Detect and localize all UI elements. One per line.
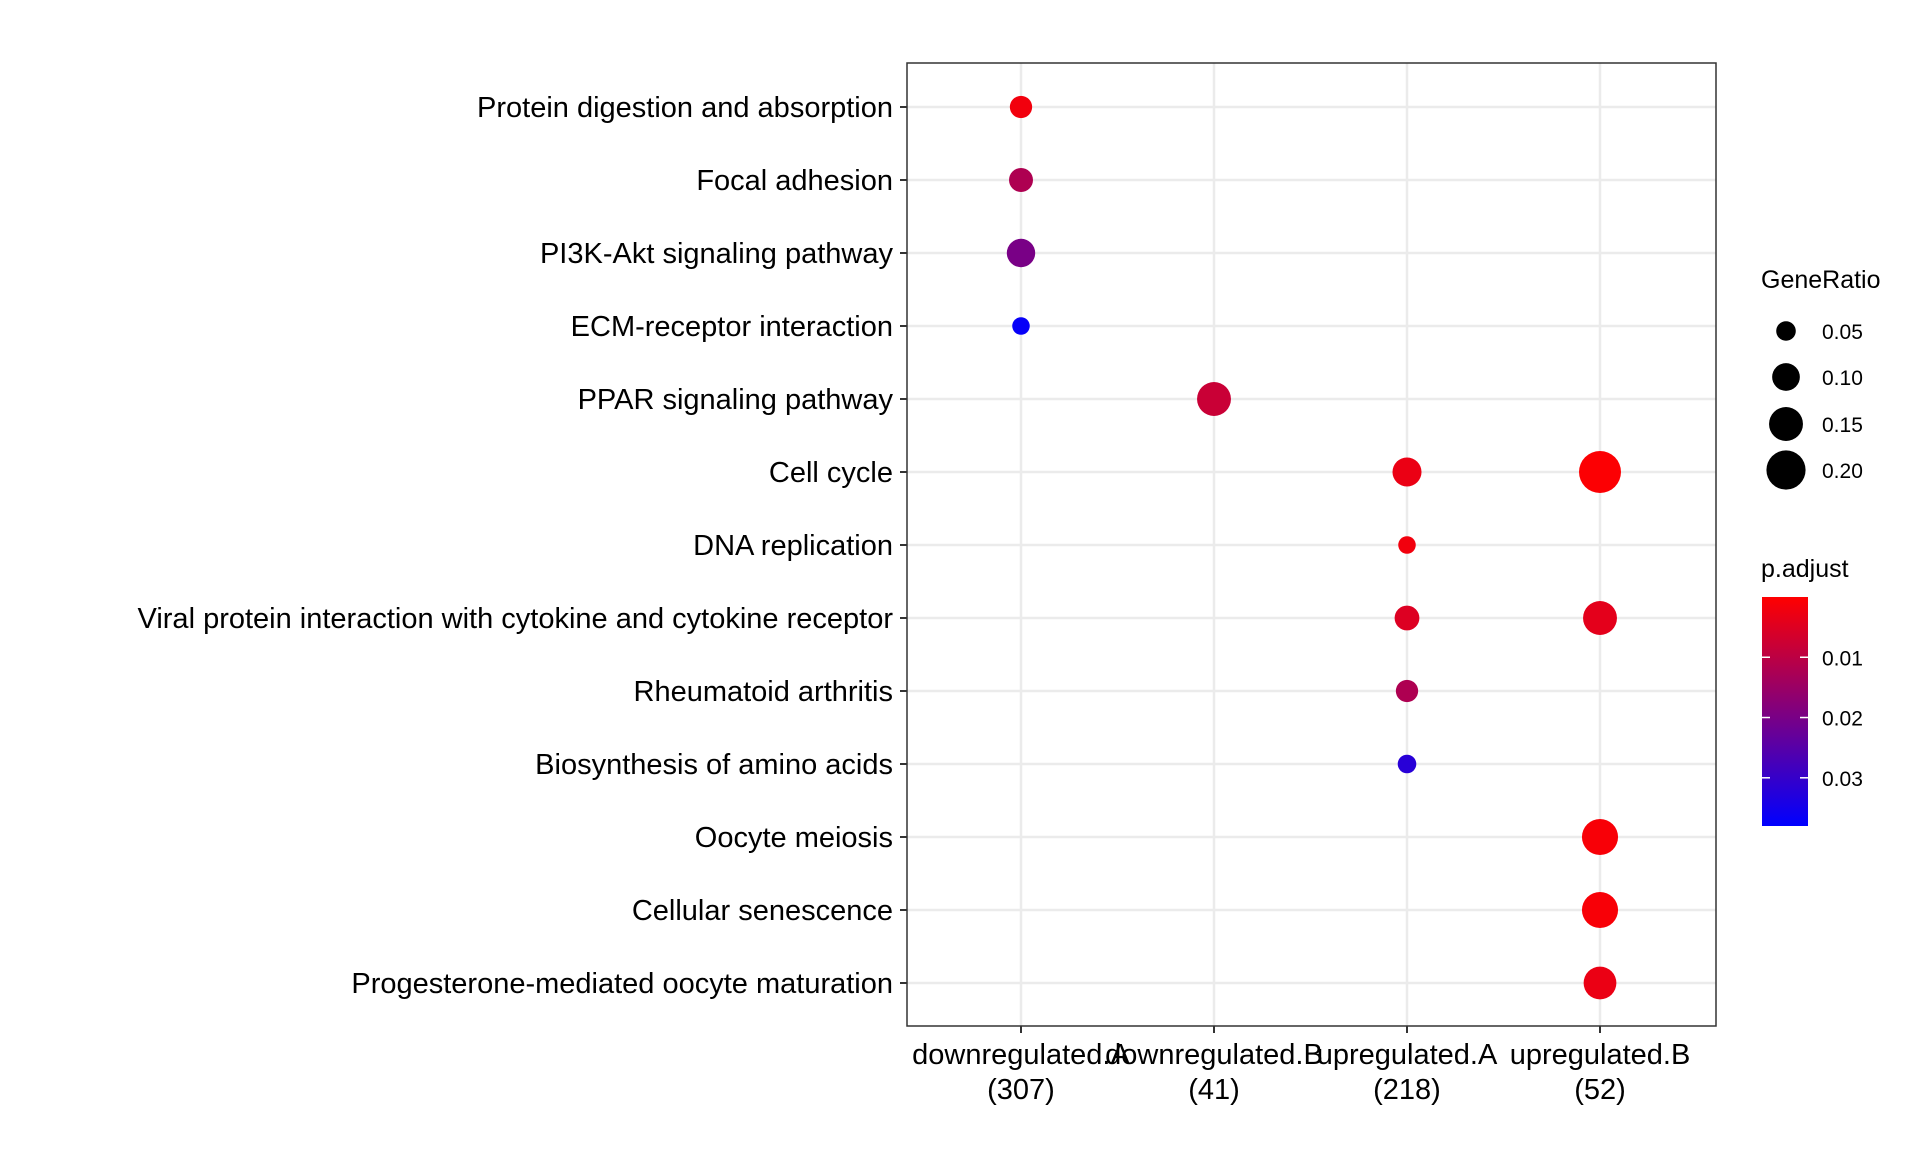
x-tick-label: downregulated.B xyxy=(1105,1039,1323,1071)
grid-lines xyxy=(907,63,1716,1026)
size-legend-label: 0.05 xyxy=(1822,321,1863,344)
data-points xyxy=(1006,95,1621,1000)
size-legend-label: 0.10 xyxy=(1822,367,1863,390)
x-tick-count-label: (52) xyxy=(1574,1074,1626,1106)
color-legend-bar xyxy=(1762,597,1808,826)
y-tick-label: Progesterone-mediated oocyte maturation xyxy=(351,968,893,1000)
data-point xyxy=(1394,605,1420,631)
y-tick-label: Biosynthesis of amino acids xyxy=(535,749,893,781)
size-legend-label: 0.15 xyxy=(1822,414,1863,437)
data-point xyxy=(1579,451,1621,493)
data-point xyxy=(1583,601,1617,635)
data-point xyxy=(1392,457,1422,487)
y-tick-label: PI3K-Akt signaling pathway xyxy=(540,238,894,270)
y-tick-label: DNA replication xyxy=(693,530,893,562)
data-point xyxy=(1395,679,1419,703)
y-tick-label: Protein digestion and absorption xyxy=(477,92,893,124)
x-tick-label: upregulated.B xyxy=(1510,1039,1691,1071)
y-tick-label: ECM-receptor interaction xyxy=(571,311,893,343)
size-legend-key xyxy=(1769,407,1803,441)
data-point xyxy=(1583,966,1617,1000)
legends: GeneRatio 0.05 0.10 0.15 0.20 p.adjust 0.01 0.0… xyxy=(1761,266,1881,826)
x-tick-label: upregulated.A xyxy=(1317,1039,1498,1071)
x-tick-count-label: (218) xyxy=(1373,1074,1441,1106)
data-point xyxy=(1009,95,1033,119)
axes: Protein digestion and absorption Focal ad… xyxy=(138,62,1717,1106)
y-tick-label: Cell cycle xyxy=(769,457,893,489)
x-tick-label: downregulated.A xyxy=(912,1039,1130,1071)
data-point xyxy=(1398,536,1416,554)
size-legend-key xyxy=(1766,450,1806,490)
size-legend-label: 0.20 xyxy=(1822,460,1863,483)
data-point xyxy=(1009,168,1033,192)
y-tick-label: Oocyte meiosis xyxy=(695,822,893,854)
data-point xyxy=(1197,382,1231,416)
size-legend-title: GeneRatio xyxy=(1761,266,1881,294)
color-legend-label: 0.02 xyxy=(1822,708,1863,731)
color-legend-title: p.adjust xyxy=(1761,555,1849,583)
y-tick-label: Rheumatoid arthritis xyxy=(634,676,894,708)
data-point xyxy=(1581,891,1619,929)
size-legend-key xyxy=(1772,363,1800,391)
color-legend-label: 0.01 xyxy=(1822,647,1863,670)
data-point xyxy=(1006,238,1036,268)
color-legend-label: 0.03 xyxy=(1822,768,1863,791)
size-legend-key xyxy=(1776,321,1796,341)
data-point xyxy=(1581,818,1619,856)
x-tick-count-label: (41) xyxy=(1188,1074,1240,1106)
y-tick-label: PPAR signaling pathway xyxy=(578,384,894,416)
data-point xyxy=(1012,317,1030,335)
y-tick-label: Focal adhesion xyxy=(696,165,893,197)
y-tick-label: Cellular senescence xyxy=(632,895,893,927)
x-tick-count-label: (307) xyxy=(987,1074,1055,1106)
data-point xyxy=(1397,754,1417,774)
y-tick-label: Viral protein interaction with cytokine … xyxy=(138,603,894,635)
